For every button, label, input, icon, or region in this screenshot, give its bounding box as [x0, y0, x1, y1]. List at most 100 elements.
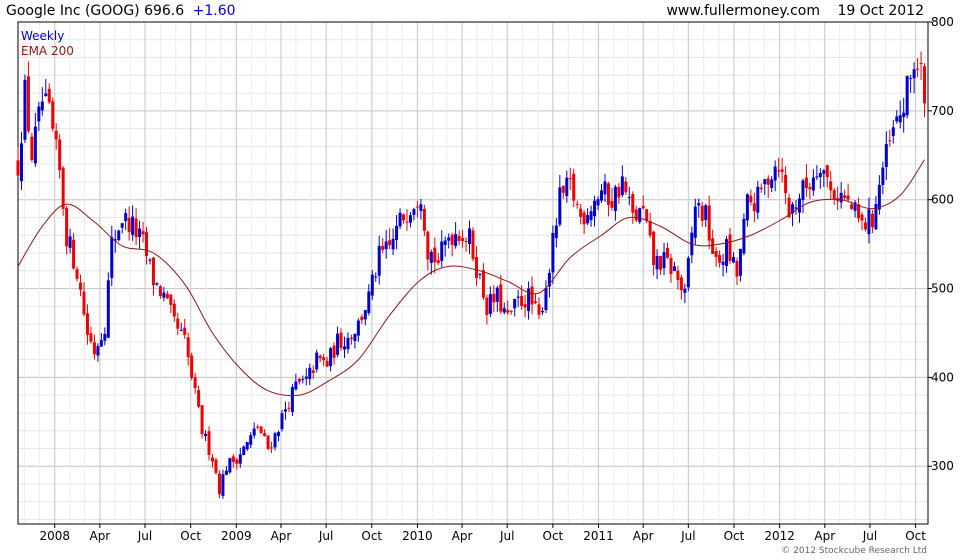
candle-body [895, 116, 899, 122]
candle-body [853, 202, 857, 211]
candle-body [860, 214, 864, 221]
candle-body [336, 333, 340, 355]
y-tick-label: 400 [931, 370, 954, 384]
candle-body [725, 239, 729, 267]
candle-body [547, 272, 551, 287]
candle-body [436, 260, 440, 264]
candle-body [495, 287, 499, 302]
candle-body [676, 270, 680, 281]
candle-body [231, 456, 235, 462]
candle-body [315, 352, 319, 370]
x-tick-label: Jul [499, 529, 514, 543]
candle-body [374, 276, 378, 278]
x-tick-label: 2011 [583, 529, 614, 543]
candle-body [297, 378, 301, 382]
candle-body [294, 381, 298, 390]
candle-body [353, 333, 357, 341]
candle-body [318, 355, 322, 359]
price-change: +1.60 [193, 3, 236, 19]
candle-body [388, 240, 392, 246]
candle-body [822, 170, 826, 174]
candle-body [186, 337, 190, 358]
candle-body [127, 217, 131, 233]
candle-body [23, 79, 27, 140]
candle-body [857, 204, 861, 219]
candle-body [586, 214, 590, 224]
candle-body [61, 167, 65, 209]
candle-body [704, 205, 708, 221]
y-tick-label: 500 [931, 282, 954, 296]
candle-body [217, 473, 221, 495]
candle-body [179, 329, 183, 331]
candle-body [110, 237, 114, 278]
candle-body [735, 260, 739, 277]
candle-body [249, 435, 253, 445]
candle-body [325, 360, 329, 367]
x-tick-label: Apr [633, 529, 654, 543]
candle-body [356, 320, 360, 336]
candle-body [211, 457, 215, 462]
candle-body [384, 241, 388, 250]
candle-body [759, 187, 763, 190]
candle-body [516, 296, 520, 298]
candle-body [797, 198, 801, 213]
candle-body [679, 277, 683, 291]
x-axis: 2008 Apr Jul Oct 2009 Apr Jul Oct 2010 Apr Jul Oct 2… [39, 524, 926, 543]
candle-body [481, 270, 485, 298]
candle-body [641, 205, 645, 209]
source-label[interactable]: www.fullermoney.com [666, 3, 820, 19]
candle-body [40, 101, 44, 111]
candle-body [19, 143, 23, 182]
candlestick-series [16, 51, 927, 499]
candle-body [523, 304, 527, 308]
candle-body [791, 204, 795, 214]
candle-body [412, 209, 416, 215]
y-tick-label: 800 [931, 15, 954, 29]
candle-body [579, 208, 583, 217]
candle-body [527, 288, 531, 312]
candle-body [770, 179, 774, 188]
candle-body [631, 194, 635, 213]
x-tick-label: Apr [452, 529, 473, 543]
candle-body [825, 165, 829, 178]
candle-body [96, 346, 100, 356]
candle-body [252, 428, 256, 436]
candle-body [652, 231, 656, 265]
candle-body [582, 212, 586, 225]
candle-body [402, 214, 406, 221]
candle-body [367, 291, 371, 313]
candle-body [832, 190, 836, 200]
candle-body [804, 177, 808, 189]
x-tick-label: Jul [137, 529, 152, 543]
x-tick-label: Jul [862, 529, 877, 543]
candle-body [131, 216, 135, 235]
x-tick-label: 2010 [402, 529, 433, 543]
candle-body [645, 209, 649, 222]
candle-body [207, 431, 211, 455]
candle-body [815, 176, 819, 178]
copyright: © 2012 Stockcube Research Ltd [781, 546, 927, 556]
x-tick-label: Apr [89, 529, 110, 543]
candle-body [172, 303, 176, 317]
candle-body [728, 234, 732, 261]
candle-body [731, 256, 735, 263]
candle-body [499, 284, 503, 312]
candle-body [287, 407, 291, 409]
x-tick-label: 2009 [221, 529, 252, 543]
legend-period: Weekly [21, 29, 64, 43]
candle-body [228, 458, 232, 473]
candle-body [471, 230, 475, 260]
candle-body [568, 178, 572, 180]
candle-body [405, 221, 409, 223]
grid [18, 21, 928, 524]
candle-body [888, 140, 892, 142]
candle-body [224, 470, 228, 475]
candle-body [565, 177, 569, 197]
candle-body [874, 203, 878, 230]
candle-body [603, 181, 607, 195]
candle-body [787, 197, 791, 218]
candle-body [311, 370, 315, 373]
y-tick-label: 700 [931, 104, 954, 118]
candle-body [33, 126, 37, 164]
